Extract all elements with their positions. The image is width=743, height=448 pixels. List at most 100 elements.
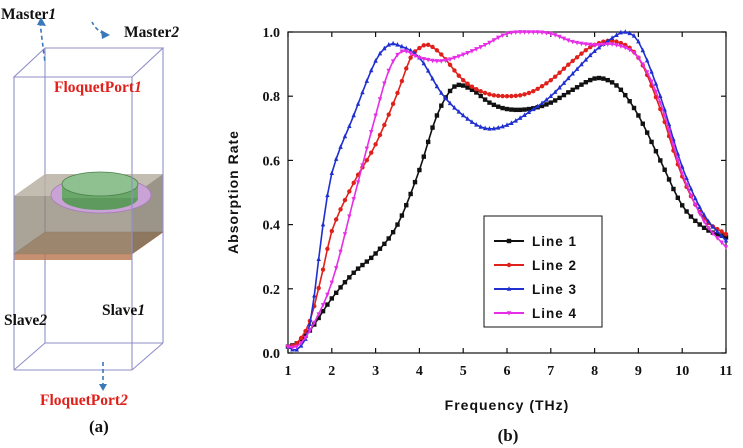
- series-3-point: [579, 61, 584, 67]
- series-4-point: [373, 113, 378, 119]
- series-4-point: [623, 45, 628, 51]
- series-3: [285, 29, 729, 352]
- floquet-port2-label: FloquetPort2: [40, 392, 128, 409]
- series-4-point: [636, 55, 641, 61]
- series-3-point: [333, 156, 339, 161]
- series-4-point: [509, 30, 514, 36]
- series-2-point: [333, 217, 339, 222]
- series-1-point: [491, 102, 497, 108]
- series-4-point: [491, 38, 497, 43]
- series-4-point: [443, 58, 448, 64]
- series-1-point: [452, 84, 457, 89]
- series-3-point: [719, 233, 724, 238]
- legend-entry-2: Line 2: [494, 258, 576, 273]
- series-1-point: [566, 90, 571, 95]
- series-2-point: [342, 197, 348, 203]
- series-3-point: [509, 120, 514, 125]
- series-3-point: [487, 126, 492, 131]
- series-3-point: [548, 93, 553, 98]
- series-4-point: [618, 44, 624, 49]
- y-tick-label-3: 0.6: [263, 154, 281, 169]
- series-4-point: [640, 62, 645, 68]
- series-2-point: [351, 180, 356, 186]
- series-4-point: [552, 33, 558, 38]
- series-1-point: [412, 179, 418, 185]
- series-2-point: [583, 47, 589, 53]
- series-3-point: [430, 75, 435, 81]
- series-3-point: [504, 122, 510, 127]
- series-4-point: [439, 59, 444, 64]
- series-4-point: [360, 163, 365, 169]
- series-2-point: [504, 94, 510, 99]
- series-2-point: [517, 93, 523, 98]
- series-3-point: [399, 43, 405, 49]
- series-3-point: [557, 84, 562, 90]
- series-4-point: [605, 42, 610, 47]
- series-2-point: [395, 90, 400, 96]
- series-1-point: [421, 154, 426, 159]
- series-2-point: [452, 68, 457, 73]
- series-3-point: [474, 121, 479, 127]
- series-2-point: [456, 73, 462, 78]
- absorption-chart: 1 2 3 4 5 6 7 8 9 10 11 0.0 0.2 0.4 0.6 0.8 1.0 Frequenc…: [225, 26, 733, 445]
- series-3-point: [355, 101, 361, 106]
- legend-swatch-marker: [506, 238, 512, 244]
- series-4-point: [526, 30, 532, 35]
- series-4-point: [312, 320, 317, 326]
- series-3-point: [644, 57, 650, 63]
- series-4-point: [531, 30, 536, 35]
- series-4-point: [535, 30, 540, 35]
- series-3-point: [636, 38, 641, 44]
- series-2-point: [320, 267, 326, 272]
- series-1-point: [588, 77, 593, 83]
- series-2-point: [618, 40, 624, 46]
- series-2-point: [544, 81, 549, 86]
- series-3-point: [443, 95, 448, 101]
- series-4-point: [461, 52, 466, 58]
- series-4-point: [601, 42, 606, 48]
- series-2-point: [723, 232, 729, 237]
- legend-box: [483, 215, 603, 328]
- series-4-point: [627, 47, 632, 53]
- x-tick-label-3: 4: [416, 364, 423, 379]
- series-2-point: [325, 246, 330, 252]
- series-3-point: [456, 108, 462, 114]
- series-4-point: [395, 52, 400, 58]
- series-4-point: [434, 59, 440, 64]
- series-4-point: [487, 40, 492, 46]
- series-2-point: [465, 81, 470, 86]
- series-2-point: [447, 62, 453, 68]
- legend-swatch-marker: [506, 262, 512, 268]
- series-4-point: [478, 45, 483, 50]
- series-4-point: [421, 56, 426, 62]
- series-1-point: [417, 167, 422, 173]
- legend-entry-1: Line 1: [494, 234, 576, 249]
- unit-cell-illustration: Master1 Master2 FloquetPort1 Slave2 Slav…: [1, 6, 179, 436]
- series-3-point: [439, 90, 444, 95]
- series-1-point: [623, 92, 628, 98]
- series-4-point: [364, 146, 370, 152]
- series-3-point: [469, 119, 475, 124]
- series-1-point: [482, 97, 488, 102]
- series-2-point: [316, 285, 321, 291]
- series-2-point: [382, 122, 387, 128]
- series-2-point: [509, 93, 514, 99]
- series-1-point: [658, 158, 663, 163]
- series-3-point: [583, 56, 589, 62]
- series-3-point: [588, 52, 593, 58]
- series-1-point: [377, 246, 383, 251]
- series-1-point: [342, 280, 348, 285]
- series-4-point: [644, 70, 650, 75]
- y-tick-label-2: 0.4: [263, 219, 281, 234]
- series-4-point: [465, 50, 470, 56]
- series-3-point: [614, 32, 619, 38]
- series-1-point: [373, 251, 378, 256]
- series-4-point: [425, 57, 431, 63]
- series-2-point: [566, 62, 571, 67]
- master2-label: Master2: [124, 24, 179, 41]
- series-4-point: [320, 303, 326, 308]
- series-1-point: [333, 290, 339, 295]
- series-1-point: [596, 75, 602, 81]
- series-3-point: [653, 80, 659, 86]
- series-4-point: [688, 193, 694, 198]
